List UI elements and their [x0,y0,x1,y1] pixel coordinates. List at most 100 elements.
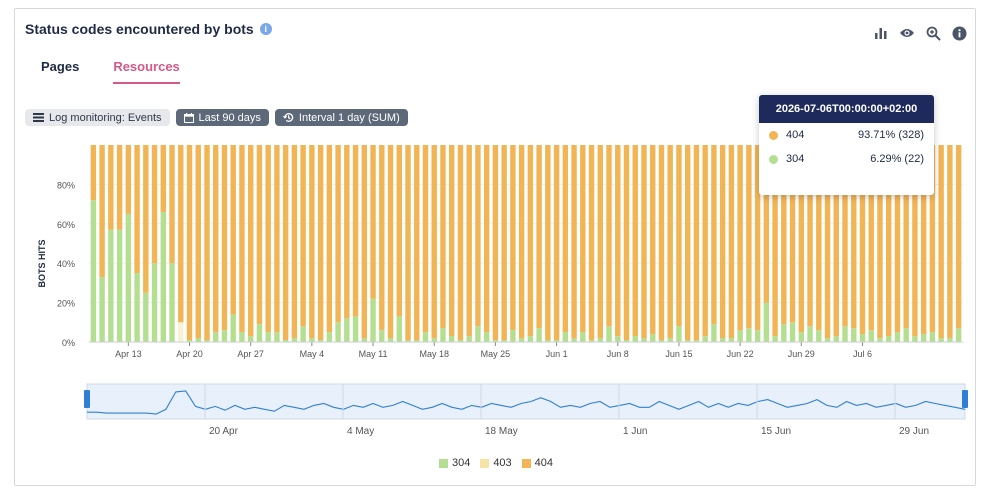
bar-404 [344,145,350,319]
bar-304 [510,330,516,342]
bar-304 [667,338,673,342]
bar-404 [571,145,577,339]
tooltip-dot-304 [769,154,778,164]
bar-304 [116,229,123,342]
bar-404 [414,145,420,341]
bar-304 [597,338,603,342]
bar-304 [300,326,306,342]
info-icon[interactable] [951,25,967,41]
source-filter-chip[interactable]: Log monitoring: Events [25,109,170,126]
bar-404 [317,145,324,341]
bar-404 [746,145,752,329]
tab-resources[interactable]: Resources [113,59,180,84]
chart-type-icon[interactable] [873,25,889,41]
tab-pages[interactable]: Pages [41,59,80,74]
bar-304 [186,340,193,342]
navigator-right-handle[interactable] [962,390,968,408]
bar-304 [431,338,437,342]
navigator-selection [86,383,966,420]
bar-404 [492,145,499,341]
bar-304 [335,322,341,342]
source-filter-label: Log monitoring: Events [49,111,162,124]
legend-item-304[interactable]: 304 [438,457,470,469]
x-tick-label: Apr 20 [176,349,203,359]
bar-404 [737,145,743,331]
list-icon [33,113,44,122]
bar-404 [763,145,770,303]
title-info-icon[interactable]: i [259,23,272,35]
bar-404 [466,145,472,337]
tooltip-dot-404 [769,130,778,140]
x-tick-label: Jun 22 [727,349,754,359]
bar-304 [851,328,857,342]
bar-404 [195,145,201,339]
bar-404 [597,145,603,339]
bar-304 [344,318,350,342]
bar-304 [518,338,525,342]
bar-404 [178,145,184,323]
bar-404 [754,145,761,331]
navigator-tick-label: 29 Jun [899,426,929,437]
bar-404 [894,145,901,333]
bar-304 [536,328,542,342]
bar-304 [221,330,228,342]
bar-404 [588,145,595,341]
bar-304 [379,330,385,342]
bar-304 [326,332,333,342]
bar-404 [90,145,97,201]
bar-304 [449,336,455,342]
chart-title-row: Status codes encountered by bots i [25,21,272,37]
bar-404 [256,145,263,325]
tooltip-row-name: 404 [786,129,805,141]
bar-404 [868,145,874,331]
bar-304 [457,340,464,342]
bar-304 [440,328,446,342]
interval-filter-chip[interactable]: Interval 1 day (SUM) [274,109,408,126]
bar-304 [309,338,315,342]
bar-404 [186,145,193,341]
bar-304 [370,298,376,342]
calendar-icon [183,112,194,123]
filter-chips: Log monitoring: Events Last 90 days Inte… [25,109,408,126]
navigator-tick-label: 18 May [485,426,518,437]
bar-404 [947,145,953,339]
bar-304 [143,292,149,342]
bar-304 [842,326,848,342]
range-filter-chip[interactable]: Last 90 days [175,109,269,126]
x-tick-label: Jun 29 [788,349,815,359]
bar-304 [859,334,866,342]
bar-404 [938,145,944,339]
legend-item-404[interactable]: 404 [521,457,553,469]
navigator-tick-label: 1 Jun [623,426,647,437]
navigator-tick-label: 15 Jun [761,426,791,437]
legend-swatch-403 [480,458,490,468]
chart-card: Status codes encountered by bots i Pages… [14,8,976,486]
bar-404 [606,145,612,327]
zoom-icon[interactable] [925,25,941,41]
bar-304 [475,326,481,342]
bar-304 [886,336,892,342]
navigator-line [87,390,966,415]
bar-304 [693,340,700,342]
bar-404 [291,145,298,339]
tooltip-title: 2026-07-06T00:00:00+02:00 [759,95,934,123]
legend-swatch-304 [438,458,448,468]
bar-404 [449,145,455,337]
bar-304 [912,336,918,342]
legend-item-403[interactable]: 403 [480,457,512,469]
bar-404 [379,145,385,331]
bar-304 [746,328,752,342]
y-tick-label: 0% [62,338,75,348]
bar-304 [615,336,621,342]
bar-404 [562,145,569,333]
bar-404 [781,145,787,325]
eye-icon[interactable] [899,25,915,41]
chart-toolbar [873,25,967,41]
bar-304 [588,340,595,342]
bar-304 [763,302,770,342]
bar-404 [527,145,534,337]
y-tick-label: 80% [57,180,75,190]
bar-404 [667,145,673,339]
bar-404 [108,145,114,230]
navigator-left-handle[interactable] [84,390,90,408]
